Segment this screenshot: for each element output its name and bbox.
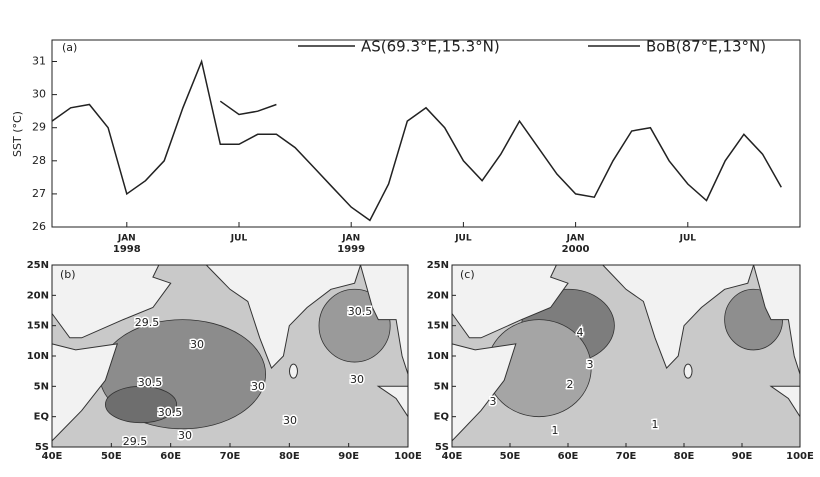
y-tick-label: 29 bbox=[32, 121, 46, 134]
y-tick-label: 26 bbox=[32, 220, 46, 233]
contour-label: 1 bbox=[652, 418, 659, 431]
lon-label: 60E bbox=[160, 451, 181, 462]
lon-label: 50E bbox=[500, 451, 521, 462]
contour-label: 30.5 bbox=[348, 305, 373, 318]
lat-label: 15N bbox=[427, 321, 449, 332]
lat-label: EQ bbox=[34, 412, 49, 423]
contour-label: 30 bbox=[283, 414, 297, 427]
contour-label: 4 bbox=[577, 326, 584, 339]
lon-label: 80E bbox=[279, 451, 300, 462]
lat-label: EQ bbox=[434, 412, 449, 423]
contour-label: 30 bbox=[251, 380, 265, 393]
contour-label: 2 bbox=[567, 378, 574, 391]
x-tick-label: JAN bbox=[117, 234, 136, 244]
lon-label: 70E bbox=[616, 451, 637, 462]
contour-label: 30.5 bbox=[138, 376, 163, 389]
plot-frame bbox=[51, 39, 801, 228]
contour-label: 30 bbox=[190, 338, 204, 351]
contour-label: 30 bbox=[350, 373, 364, 386]
lat-label: 5N bbox=[34, 381, 49, 392]
series-line bbox=[51, 58, 782, 222]
lat-label: 25N bbox=[27, 260, 49, 271]
x-year-label: 2000 bbox=[562, 244, 590, 255]
x-year-label: 1998 bbox=[113, 244, 141, 255]
contour-label: 29.5 bbox=[135, 316, 160, 329]
land bbox=[451, 264, 569, 339]
land bbox=[288, 363, 298, 379]
x-year-label: 1999 bbox=[337, 244, 365, 255]
x-tick-label: JAN bbox=[566, 234, 585, 244]
lat-label: 10N bbox=[427, 351, 449, 362]
lat-label: 5S bbox=[435, 442, 449, 453]
y-tick-label: 27 bbox=[32, 187, 46, 200]
panel-label: (c) bbox=[460, 268, 475, 281]
lon-label: 40E bbox=[442, 451, 463, 462]
lon-label: 50E bbox=[101, 451, 122, 462]
x-tick-label: JUL bbox=[230, 234, 248, 244]
lat-label: 5N bbox=[434, 381, 449, 392]
contour-label: 30 bbox=[178, 429, 192, 442]
lon-label: 90E bbox=[732, 451, 753, 462]
lat-label: 20N bbox=[427, 290, 449, 301]
x-tick-label: JAN bbox=[341, 234, 360, 244]
lon-label: 60E bbox=[558, 451, 579, 462]
x-tick-label: JUL bbox=[454, 234, 472, 244]
lat-label: 15N bbox=[27, 321, 49, 332]
land bbox=[51, 343, 119, 443]
y-tick-label: 30 bbox=[32, 88, 46, 101]
land bbox=[601, 264, 755, 370]
y-tick-label: 31 bbox=[32, 55, 46, 68]
y-axis-label: SST (°C) bbox=[11, 111, 24, 157]
land bbox=[683, 363, 693, 379]
contour-label: 3 bbox=[587, 358, 594, 371]
land bbox=[451, 343, 517, 443]
legend-label: AS(69.3°E,15.3°N) bbox=[361, 38, 500, 56]
contour-label: 30.5 bbox=[158, 406, 183, 419]
panel-label: (b) bbox=[60, 268, 76, 281]
lon-label: 100E bbox=[786, 451, 814, 462]
legend-label: BoB(87°E,13°N) bbox=[646, 38, 766, 56]
contour-label: 29.5 bbox=[123, 435, 148, 448]
lat-label: 5S bbox=[35, 442, 49, 453]
contour-label: 3 bbox=[490, 395, 497, 408]
y-tick-label: 28 bbox=[32, 154, 46, 167]
panel-label: (a) bbox=[62, 41, 77, 54]
land bbox=[205, 264, 362, 370]
x-tick-label: JUL bbox=[679, 234, 697, 244]
lat-label: 10N bbox=[27, 351, 49, 362]
sst-patch bbox=[105, 385, 177, 424]
lon-label: 70E bbox=[220, 451, 241, 462]
series-line bbox=[219, 100, 277, 116]
lat-label: 25N bbox=[427, 260, 449, 271]
lon-label: 80E bbox=[674, 451, 695, 462]
lon-label: 40E bbox=[42, 451, 63, 462]
lon-label: 100E bbox=[394, 451, 422, 462]
lat-label: 20N bbox=[27, 290, 49, 301]
contour-label: 1 bbox=[552, 424, 559, 437]
land bbox=[51, 264, 172, 339]
lon-label: 90E bbox=[338, 451, 359, 462]
